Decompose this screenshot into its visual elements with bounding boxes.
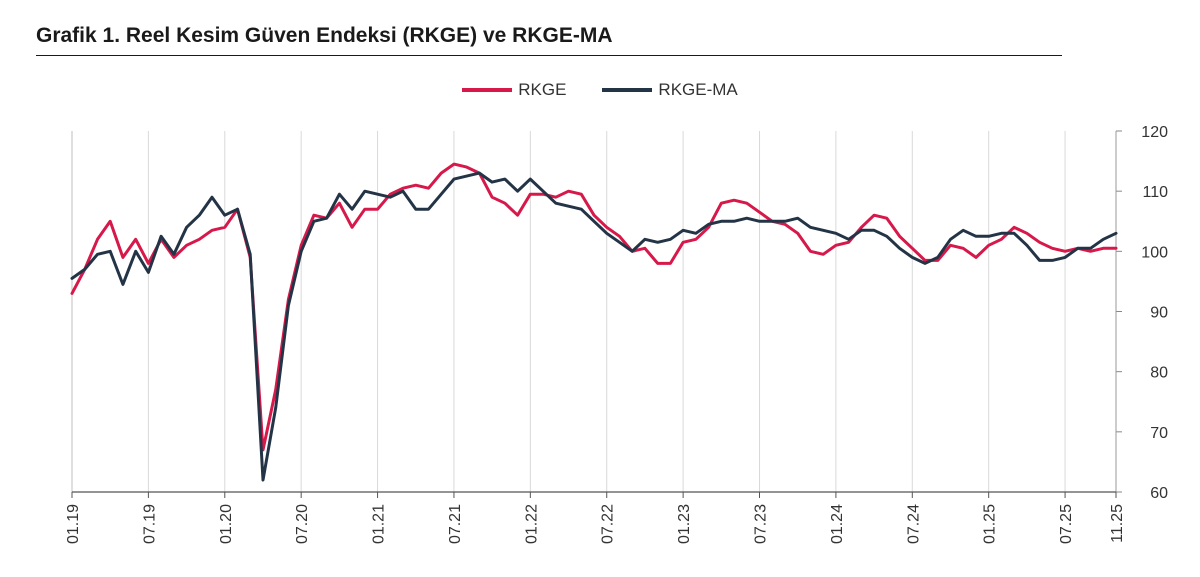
chart-legend: RKGE RKGE-MA	[0, 80, 1200, 100]
x-tick-label: 07.22	[600, 504, 617, 544]
x-tick-label: 07.20	[294, 504, 311, 544]
legend-swatch-rkge	[462, 88, 513, 92]
legend-swatch-rkge-ma	[602, 88, 653, 92]
x-tick-label: 07.21	[447, 504, 464, 544]
x-tick-label: 07.23	[753, 504, 770, 544]
y-tick-label: 110	[1142, 184, 1168, 201]
x-tick-label: 07.19	[141, 504, 158, 544]
x-tick-label: 07.24	[905, 504, 922, 544]
series-line-rkge	[70, 162, 1118, 452]
title-underline	[36, 55, 1062, 56]
legend-label-rkge-ma: RKGE-MA	[658, 80, 738, 99]
series-line-rkge-ma	[70, 171, 1118, 482]
y-tick-label: 80	[1150, 365, 1168, 382]
y-tick-label: 70	[1150, 425, 1168, 442]
legend-item-rkge: RKGE	[462, 80, 566, 100]
x-tick-label: 01.21	[371, 504, 388, 544]
legend-label-rkge: RKGE	[518, 80, 567, 99]
x-tick-label: 01.19	[65, 504, 82, 544]
x-tick-label: 07.25	[1058, 504, 1075, 544]
x-tick-label: 01.22	[523, 504, 540, 544]
legend-item-rkge-ma: RKGE-MA	[602, 80, 738, 100]
y-tick-label: 100	[1141, 244, 1168, 261]
x-tick-label: 11.25	[1109, 504, 1126, 543]
chart-title: Grafik 1. Reel Kesim Güven Endeksi (RKGE…	[36, 24, 613, 47]
x-tick-label: 01.20	[218, 504, 235, 544]
x-tick-label: 01.24	[829, 504, 846, 544]
y-tick-label: 120	[1141, 124, 1168, 141]
x-tick-label: 01.23	[676, 504, 693, 544]
x-tick-label: 01.25	[982, 504, 999, 544]
y-tick-label: 90	[1150, 305, 1168, 322]
y-tick-label: 60	[1150, 485, 1168, 502]
